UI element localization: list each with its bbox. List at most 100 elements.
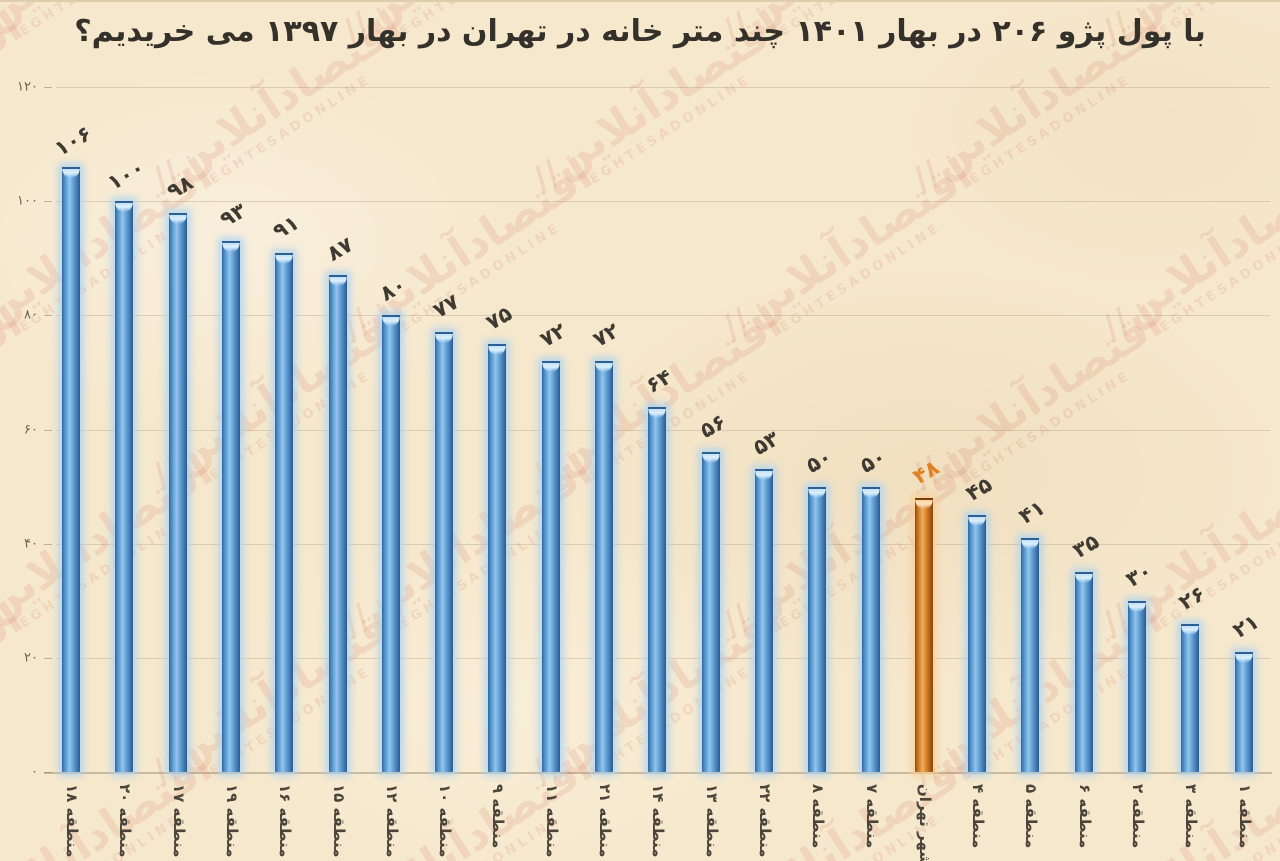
bar-highlight-tehran: [914, 498, 933, 772]
bar-value-label: ۸۰: [375, 272, 410, 307]
bar-top-cap: [595, 361, 613, 372]
bar: [1074, 572, 1093, 772]
bar: [861, 486, 880, 772]
bar-value-label: ۵۳: [748, 426, 783, 461]
bar: [968, 515, 987, 772]
bar-top-cap: [701, 452, 720, 464]
bar-value-label: ۵۰: [855, 443, 890, 478]
bar: [808, 486, 827, 772]
y-axis-tick: [44, 429, 52, 431]
bar-value-label: ۷۲: [588, 318, 624, 352]
x-axis-label: منطقه ۷: [862, 784, 881, 849]
bar-value-label: ۳۰: [1121, 557, 1157, 592]
bar-value-label: ۲۱: [1228, 609, 1263, 643]
bar-top-cap: [328, 275, 347, 287]
bar-top-cap: [168, 212, 187, 224]
bar: [1181, 623, 1200, 772]
bar-value-label: ۹۳: [215, 198, 250, 232]
bar-top-cap: [1074, 572, 1093, 584]
y-axis-tick: [44, 201, 52, 203]
bar-value-label: ۹۱: [269, 209, 304, 244]
bar-value-label: ۷۷: [428, 289, 464, 324]
gridline: [56, 201, 1270, 203]
x-axis-label: شهر تهران: [915, 784, 934, 861]
x-axis-label: منطقه ۱۳: [702, 784, 721, 858]
y-axis-tick: [44, 315, 52, 317]
x-axis-label: منطقه ۶: [1075, 784, 1094, 849]
x-axis-label: منطقه ۲۲: [755, 784, 774, 858]
chart-title: با پول پژو ۲۰۶ در بهار ۱۴۰۱ چند متر خانه…: [74, 14, 1206, 49]
y-axis-label: ۰: [31, 764, 38, 780]
bar-top-cap: [861, 486, 880, 498]
x-axis-label: منطقه ۴: [969, 784, 988, 849]
gridline: [56, 315, 1270, 317]
y-axis-tick: [44, 87, 52, 88]
x-axis-label: منطقه ۵: [1022, 784, 1041, 849]
bar: [754, 469, 773, 772]
y-axis-label: ۲۰: [24, 650, 38, 666]
x-axis-label: منطقه ۱۹: [222, 784, 241, 858]
bar-top-cap: [754, 469, 773, 481]
bar-top-cap: [435, 332, 454, 344]
bar-top-cap: [1128, 600, 1146, 612]
bar-top-cap: [541, 361, 560, 372]
bar: [488, 343, 507, 772]
bar: [381, 315, 400, 772]
y-axis-tick: [44, 543, 52, 545]
x-axis-label: منطقه ۱۶: [276, 784, 295, 858]
bar-value-label: ۷۵: [482, 301, 517, 335]
bar-value-label: ۲۶: [1175, 580, 1210, 615]
bar-top-cap: [275, 252, 294, 264]
y-axis-label: ۶۰: [24, 422, 38, 437]
x-axis-label: منطقه ۱۸: [63, 784, 81, 858]
bar-top-cap: [808, 486, 827, 498]
bar: [1128, 600, 1146, 772]
bar-value-label: ۴۸: [908, 455, 943, 489]
bar-value-label: ۴۱: [1015, 495, 1050, 529]
bar: [221, 241, 240, 772]
x-axis-label: منطقه ۱۷: [169, 784, 188, 858]
bar: [435, 332, 454, 772]
bar-top-cap: [968, 515, 987, 527]
x-axis-label: منطقه ۲۱: [596, 784, 614, 858]
bar: [168, 212, 187, 772]
bar: [1021, 537, 1040, 772]
x-axis-label: منطقه ۱۰: [436, 784, 455, 858]
x-axis-label: منطقه ۱۲: [382, 784, 401, 858]
bar-top-cap: [1234, 652, 1253, 664]
x-axis-label: منطقه ۱۱: [542, 784, 561, 858]
x-axis-label: منطقه ۱۵: [329, 784, 348, 858]
bar: [275, 252, 294, 772]
bar-value-label: ۹۸: [162, 169, 197, 204]
bar-top-cap: [381, 315, 400, 327]
bar-top-cap: [914, 498, 933, 509]
bar-top-cap: [115, 201, 134, 213]
y-axis-label: ۸۰: [24, 307, 38, 323]
y-axis-tick: [44, 657, 52, 659]
bar-top-cap: [221, 241, 240, 253]
bar: [595, 361, 613, 772]
bar-top-cap: [1181, 623, 1200, 635]
bar-value-label: ۱۰۰: [103, 155, 149, 196]
x-axis-line: [44, 772, 1272, 774]
bar-top-cap: [1021, 537, 1040, 549]
bar-value-label: ۷۲: [535, 318, 570, 352]
bar: [328, 275, 347, 772]
bar-value-label: ۴۵: [961, 472, 997, 506]
bar: [62, 166, 80, 772]
bar-value-label: ۸۷: [322, 232, 357, 267]
bar: [541, 361, 560, 772]
x-axis-label: منطقه ۲۰: [116, 784, 135, 858]
bar-top-cap: [488, 343, 507, 355]
bar: [115, 201, 134, 772]
y-axis-tick: [44, 772, 52, 773]
gridline: [56, 87, 1270, 88]
bar-top-cap: [648, 406, 667, 418]
bar: [1234, 652, 1253, 772]
bar-value-label: ۵۶: [695, 409, 730, 444]
x-axis-label: منطقه ۱۴: [649, 784, 668, 858]
x-axis-label: منطقه ۲: [1129, 784, 1147, 849]
y-axis-label: ۴۰: [24, 536, 38, 552]
